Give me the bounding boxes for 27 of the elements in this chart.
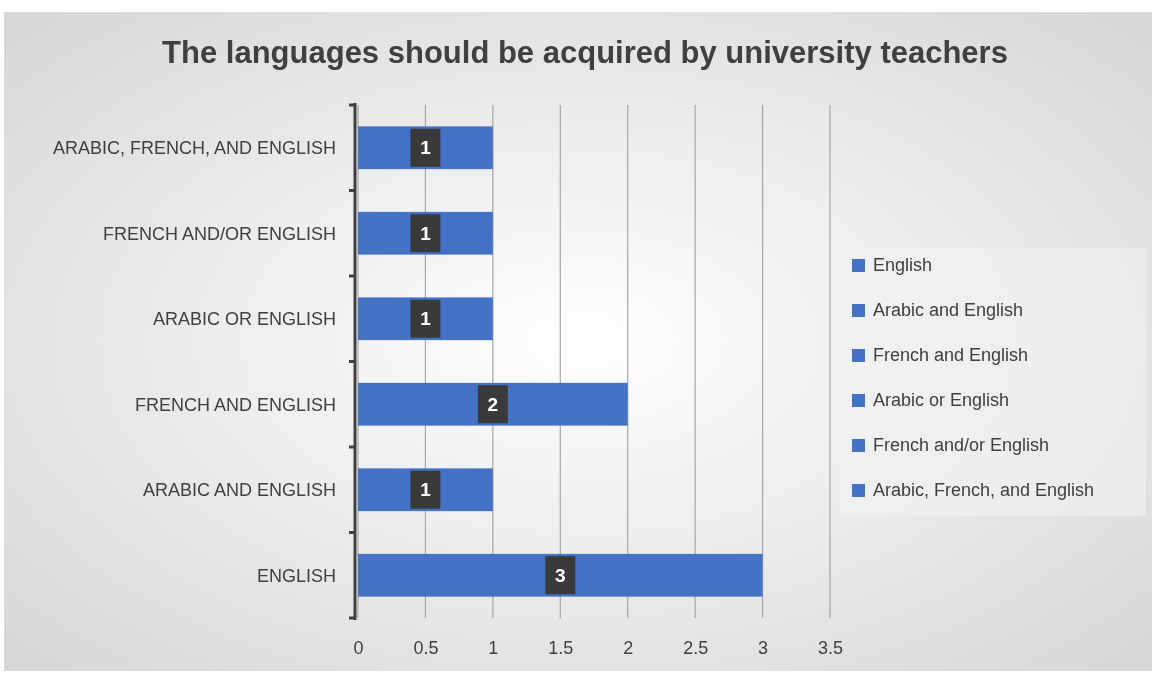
y-tick-label: ENGLISH [256, 565, 336, 586]
data-label: 2 [487, 393, 499, 415]
chart-title: The languages should be acquired by university teachers [162, 35, 1008, 70]
legend-label: Arabic and English [873, 300, 1024, 321]
legend-label: Arabic or English [873, 390, 1010, 411]
data-label: 3 [555, 564, 566, 586]
y-tick-label: ARABIC OR ENGLISH [152, 309, 336, 330]
y-tick-label: FRENCH AND/OR ENGLISH [102, 223, 336, 244]
data-label: 1 [420, 222, 432, 244]
x-tick-label: 2.5 [683, 637, 709, 658]
legend-label: French and English [873, 345, 1029, 366]
y-tick-label: ARABIC, FRENCH, AND ENGLISH [52, 138, 336, 159]
x-tick-label: 1 [488, 637, 499, 658]
legend-label: French and/or English [873, 435, 1050, 456]
data-label: 1 [420, 137, 432, 159]
x-tick-label: 3.5 [817, 637, 844, 658]
x-tick-label: 1.5 [548, 637, 574, 658]
legend-label: English [873, 255, 933, 276]
data-label: 1 [420, 308, 432, 330]
y-tick-label: ARABIC AND ENGLISH [142, 480, 336, 501]
y-tick-label: FRENCH AND ENGLISH [134, 394, 336, 415]
legend-label: Arabic, French, and English [873, 480, 1095, 501]
x-tick-label: 0.5 [413, 637, 439, 658]
data-label: 1 [420, 479, 432, 501]
x-tick-label: 2 [623, 637, 634, 658]
x-tick-label: 3 [758, 637, 769, 658]
x-tick-label: 0 [353, 637, 364, 658]
